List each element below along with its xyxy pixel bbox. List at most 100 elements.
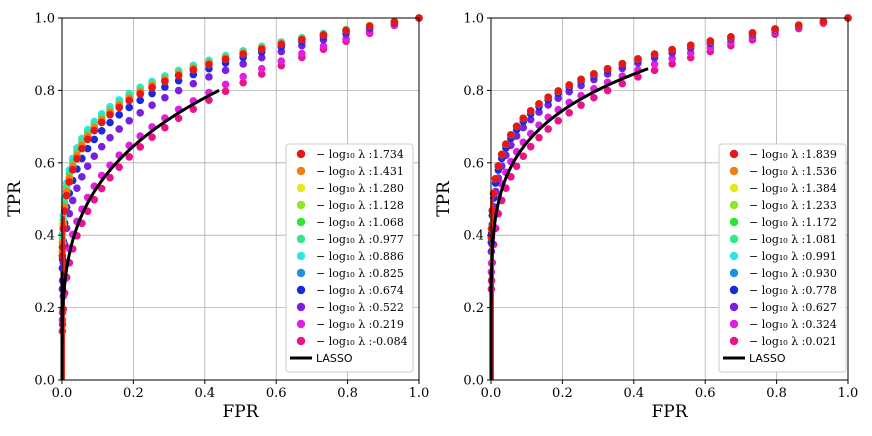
legend-label-lasso: LASSO — [749, 352, 786, 365]
legend-marker — [729, 268, 739, 278]
data-point — [277, 40, 286, 49]
legend-label: − log₁₀ λ :0.324 — [749, 318, 837, 331]
x-axis-label: FPR — [222, 402, 259, 422]
data-point — [174, 71, 183, 80]
legend-label: − log₁₀ λ :0.977 — [316, 233, 404, 246]
legend-marker — [729, 183, 739, 193]
data-point — [148, 83, 156, 92]
data-point — [634, 55, 642, 63]
data-point — [577, 101, 585, 109]
x-tick-label: 0.4 — [194, 386, 215, 401]
data-point — [706, 37, 715, 45]
legend-label: − log₁₀ λ :0.522 — [316, 301, 404, 314]
y-tick-label: 0.8 — [34, 84, 55, 99]
data-point — [319, 31, 328, 39]
x-axis-label: FPR — [651, 402, 688, 422]
data-point — [161, 83, 169, 91]
data-point — [502, 140, 510, 149]
y-tick-label: 1.0 — [34, 12, 55, 27]
legend-label: − log₁₀ λ :1.068 — [316, 216, 404, 229]
data-point — [257, 53, 266, 62]
chart-panel-2: 0.0 0.2 0.4 0.6 0.8 1.0 0.0 0.2 0.4 0.6 0.8 1.0 FPR T… — [434, 12, 858, 423]
x-tick-label: 0.2 — [552, 386, 573, 401]
y-axis-label: TPR — [434, 180, 454, 217]
data-point — [78, 144, 86, 153]
legend-marker — [296, 285, 306, 295]
data-point — [221, 66, 230, 75]
data-point — [507, 131, 515, 139]
data-point — [603, 64, 612, 73]
data-point — [115, 125, 123, 133]
data-point — [257, 70, 266, 78]
data-point — [497, 150, 506, 159]
data-point — [519, 152, 528, 160]
data-point — [507, 173, 515, 181]
x-tick-label: 1.0 — [409, 386, 430, 401]
data-point — [771, 25, 779, 33]
data-point — [73, 154, 81, 163]
legend: − log₁₀ λ :1.734 − log₁₀ λ :1.431 − log₁₀ … — [285, 143, 414, 373]
data-point — [115, 103, 123, 112]
data-point — [90, 152, 99, 160]
data-point — [565, 81, 574, 89]
data-point — [668, 45, 676, 54]
data-point — [97, 142, 106, 151]
legend-label: − log₁₀ λ :-0.084 — [316, 335, 408, 348]
data-point — [565, 109, 574, 117]
data-point — [189, 105, 198, 113]
legend-label: − log₁₀ λ :1.081 — [749, 233, 837, 246]
data-point — [512, 162, 521, 170]
data-point — [239, 60, 247, 68]
legend-marker — [729, 149, 739, 159]
data-point — [544, 93, 552, 102]
data-point — [512, 122, 521, 131]
data-point — [239, 72, 247, 81]
legend-marker — [729, 336, 739, 346]
legend-marker — [296, 234, 306, 244]
legend-box — [285, 143, 414, 373]
legend-label: − log₁₀ λ :0.991 — [749, 250, 837, 263]
data-point — [526, 115, 535, 124]
data-point — [554, 87, 563, 95]
axes-frame — [490, 17, 849, 381]
legend-label: − log₁₀ λ :1.536 — [749, 165, 837, 178]
data-point — [106, 110, 114, 119]
data-point — [618, 59, 627, 68]
legend-label: − log₁₀ λ :1.734 — [316, 148, 404, 161]
data-point — [650, 50, 659, 59]
data-point — [83, 162, 92, 170]
data-point — [97, 126, 106, 135]
legend-marker — [729, 285, 739, 295]
legend-marker — [296, 166, 306, 176]
data-point — [512, 132, 521, 140]
data-point — [125, 103, 134, 112]
data-point — [68, 196, 77, 205]
legend-label: − log₁₀ λ :0.825 — [316, 267, 404, 280]
y-tick-label: 0.4 — [34, 229, 55, 244]
data-point — [221, 87, 230, 96]
legend-label: − log₁₀ λ :0.627 — [749, 301, 837, 314]
data-point — [174, 114, 183, 123]
data-point — [535, 133, 543, 142]
legend-marker — [296, 319, 306, 329]
data-point — [90, 135, 99, 144]
data-point — [148, 89, 156, 98]
data-point — [257, 45, 266, 53]
legend-marker — [729, 302, 739, 312]
legend-label-lasso: LASSO — [316, 352, 353, 365]
data-point — [794, 21, 803, 29]
data-point — [115, 111, 123, 119]
y-tick-label: 0.4 — [463, 229, 484, 244]
y-tick-label: 0.2 — [34, 301, 55, 316]
data-point — [491, 174, 500, 183]
data-point — [73, 184, 81, 192]
data-point — [668, 60, 676, 68]
data-point — [68, 165, 77, 174]
data-point — [686, 41, 695, 50]
legend-marker — [296, 183, 306, 193]
data-point — [535, 100, 543, 108]
data-point — [277, 57, 286, 65]
legend-marker — [296, 251, 306, 261]
data-point — [603, 86, 612, 95]
legend-marker — [729, 166, 739, 176]
